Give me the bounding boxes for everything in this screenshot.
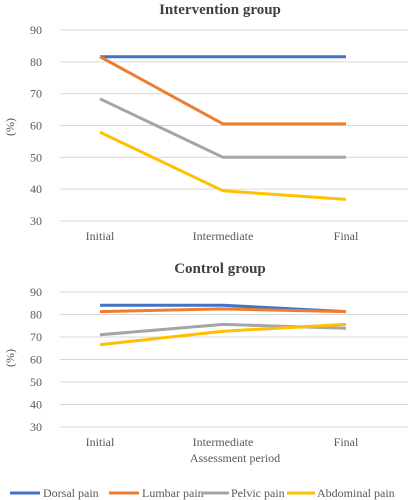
- y-axis-title: (%): [3, 349, 17, 367]
- y-tick-labels: 30 40 50 60 70 80 90: [30, 285, 42, 434]
- control-group-chart: Control group (%) Assessment period 30 40…: [3, 261, 408, 465]
- y-tick-label: 50: [30, 375, 42, 389]
- y-tick-label: 30: [30, 214, 42, 228]
- series-line-lumbar-pain: [99, 307, 347, 314]
- x-axis-title: Assessment period: [190, 451, 280, 465]
- y-tick-label: 70: [30, 330, 42, 344]
- series-lines: [99, 55, 347, 201]
- legend-item-abdominal-pain: Abdominal pain: [287, 486, 395, 500]
- y-tick-label: 40: [30, 182, 42, 196]
- series-line-pelvic-pain: [99, 97, 346, 159]
- y-tick-label: 40: [30, 398, 42, 412]
- legend: Dorsal pain Lumbar pain Pelvic pain Abdo…: [10, 486, 395, 500]
- y-tick-label: 60: [30, 353, 42, 367]
- series-line-abdominal-pain: [99, 322, 347, 347]
- x-tick-label: Final: [334, 435, 359, 449]
- chart-title: Intervention group: [159, 2, 281, 18]
- legend-item-dorsal-pain: Dorsal pain: [10, 486, 99, 500]
- y-tick-label: 50: [30, 150, 42, 164]
- legend-item-lumbar-pain: Lumbar pain: [109, 486, 204, 500]
- x-tick-label: Initial: [86, 229, 115, 243]
- x-tick-labels: Initial Intermediate Final: [86, 229, 359, 243]
- y-tick-label: 90: [30, 285, 42, 299]
- series-line-lumbar-pain: [99, 55, 346, 126]
- legend-label: Pelvic pain: [231, 486, 285, 500]
- y-tick-labels: 30 40 50 60 70 80 90: [30, 23, 42, 228]
- y-tick-label: 60: [30, 119, 42, 133]
- x-tick-label: Intermediate: [193, 229, 254, 243]
- intervention-group-chart: Intervention group (%) 30 40 50 60 70 80 90 In…: [3, 2, 408, 243]
- y-axis-title: (%): [3, 118, 17, 136]
- x-tick-label: Initial: [86, 435, 115, 449]
- legend-label: Dorsal pain: [43, 486, 99, 500]
- y-tick-label: 80: [30, 55, 42, 69]
- legend-item-pelvic-pain: Pelvic pain: [201, 486, 285, 500]
- y-tick-label: 90: [30, 23, 42, 37]
- legend-label: Lumbar pain: [142, 486, 204, 500]
- x-tick-label: Intermediate: [193, 435, 254, 449]
- x-tick-label: Final: [334, 229, 359, 243]
- series-line-abdominal-pain: [99, 130, 347, 201]
- y-tick-label: 70: [30, 87, 42, 101]
- series-lines: [99, 303, 347, 347]
- legend-label: Abdominal pain: [317, 486, 395, 500]
- x-tick-labels: Initial Intermediate Final: [86, 435, 359, 449]
- chart-title: Control group: [174, 261, 266, 277]
- y-tick-label: 30: [30, 420, 42, 434]
- y-tick-label: 80: [30, 308, 42, 322]
- gridlines: [60, 291, 408, 428]
